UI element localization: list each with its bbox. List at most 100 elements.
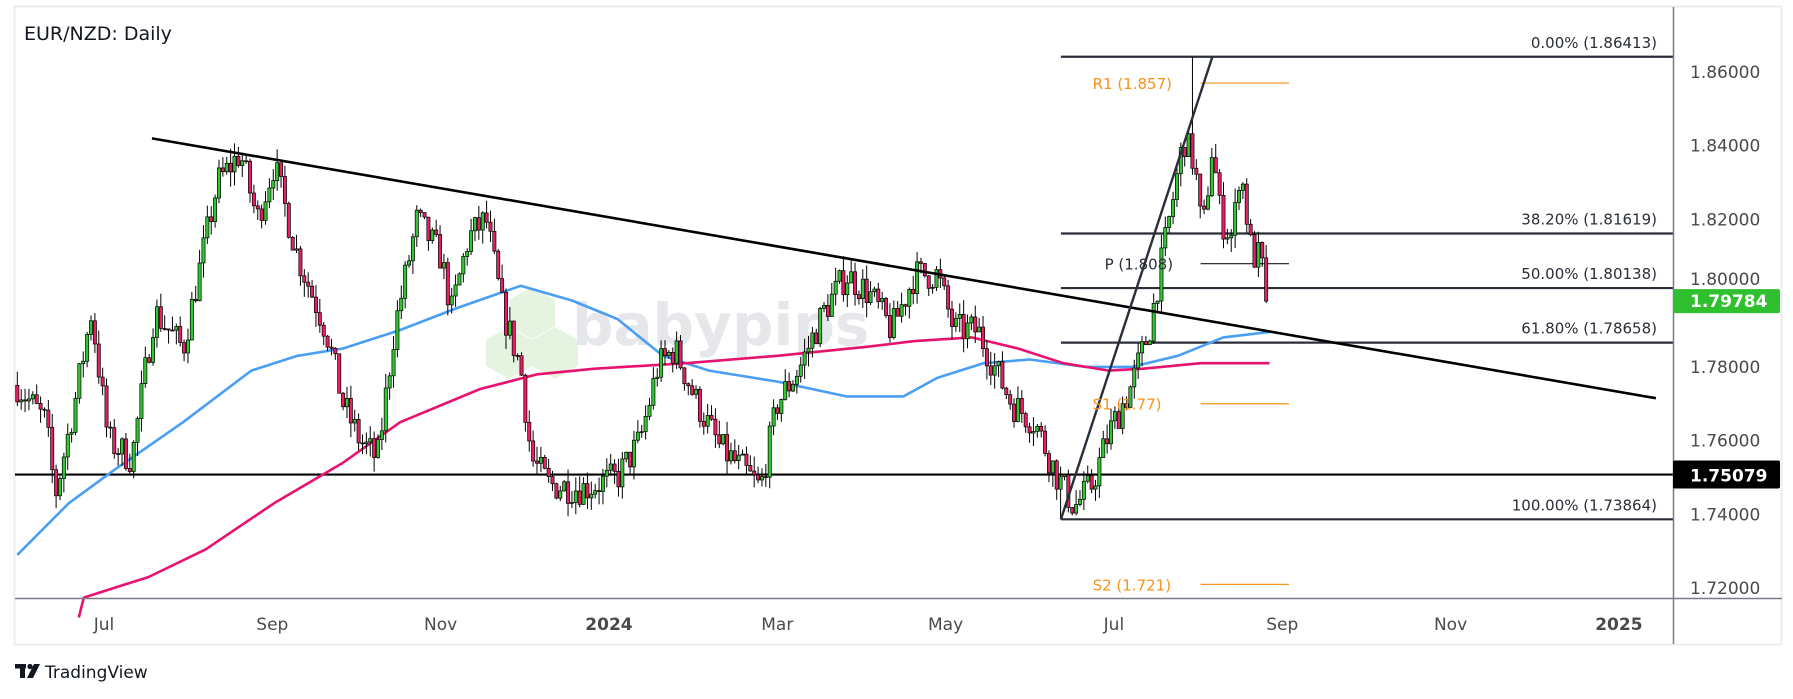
candle-body-up <box>430 229 435 241</box>
candle-body-down <box>752 470 757 476</box>
candlestick <box>775 404 780 421</box>
candlestick <box>1147 339 1152 346</box>
candle-body-up <box>794 375 799 385</box>
candlestick <box>632 430 636 480</box>
candle-body-down <box>973 316 978 333</box>
candlestick <box>279 162 283 188</box>
candle-body-down <box>333 347 338 355</box>
candlestick <box>317 298 322 333</box>
candle-body-up <box>1209 157 1214 197</box>
fib-level-label: 100.00% (1.73864) <box>1512 496 1657 514</box>
candlestick <box>1171 191 1176 225</box>
candlestick <box>92 312 97 354</box>
candle-body-down <box>42 408 47 411</box>
candle-body-up <box>728 450 733 462</box>
candle-body-down <box>313 296 318 313</box>
candle-body-down <box>1019 398 1024 414</box>
candlestick <box>476 205 481 240</box>
candlestick <box>1186 130 1191 157</box>
price-tick-label: 1.78000 <box>1690 358 1760 378</box>
candlestick <box>1256 231 1261 277</box>
candle-body-up <box>635 431 640 441</box>
candlestick <box>1206 186 1210 211</box>
candlestick <box>872 286 877 297</box>
candle-body-up <box>721 434 726 445</box>
candle-body-up <box>639 431 644 434</box>
fib-level-label: 61.80% (1.78658) <box>1521 320 1657 338</box>
candle-body-up <box>1058 476 1063 490</box>
candle-body-down <box>523 374 528 423</box>
candle-body-up <box>453 284 458 297</box>
candlestick <box>61 452 66 493</box>
candle-body-down <box>248 160 252 194</box>
candlestick <box>290 236 295 251</box>
time-axis[interactable]: Jul Sep Nov 2024 Mar May Jul Sep Nov 2025 <box>93 615 1643 635</box>
candle-body-down <box>1213 157 1218 174</box>
candlestick <box>104 378 109 438</box>
candlestick <box>1109 408 1113 450</box>
candle-body-up <box>589 493 594 499</box>
candlestick <box>306 272 311 298</box>
candle-body-up <box>953 317 958 327</box>
candlestick <box>197 249 202 302</box>
candle-body-down <box>38 403 43 410</box>
candle-body-down <box>108 426 113 429</box>
candlestick <box>728 442 733 465</box>
candlestick <box>744 446 749 475</box>
candle-body-up <box>1155 300 1160 304</box>
candlestick <box>628 451 633 476</box>
candle-body-down <box>825 305 830 317</box>
candle-body-up <box>189 299 194 341</box>
candlestick <box>996 360 1001 377</box>
candle-body-up <box>1062 474 1067 478</box>
candle-body-down <box>1248 223 1253 236</box>
descending-trendline <box>151 137 1657 400</box>
candlestick <box>1136 343 1141 379</box>
candlestick <box>829 283 834 317</box>
price-axis[interactable]: 1.86000 1.84000 1.82000 1.80000 1.78000 1.760… <box>1673 63 1780 599</box>
candlestick <box>50 413 55 484</box>
candlestick <box>139 370 144 432</box>
candlestick <box>884 296 889 319</box>
candlestick <box>833 267 838 306</box>
candlestick <box>387 372 392 400</box>
candlestick <box>903 303 908 316</box>
candlestick <box>294 234 299 254</box>
time-tick-label: Sep <box>1266 615 1298 635</box>
candlestick <box>154 299 159 348</box>
candle-body-up <box>647 404 652 417</box>
candle-body-up <box>1128 386 1133 408</box>
candle-body-down <box>244 160 249 163</box>
candle-body-up <box>85 334 90 362</box>
candle-body-up <box>1159 247 1164 302</box>
candle-body-up <box>767 425 772 478</box>
candlestick <box>1120 396 1125 435</box>
candlestick <box>1027 422 1032 443</box>
candlestick <box>856 290 861 305</box>
candle-body-up <box>135 418 140 443</box>
candlestick <box>1085 465 1090 484</box>
candlestick <box>1078 490 1082 507</box>
candle-body-down <box>426 216 431 241</box>
candlestick <box>1260 241 1265 267</box>
candle-body-up <box>345 397 349 408</box>
candle-body-up <box>1120 403 1125 429</box>
candlestick <box>205 205 210 245</box>
candlestick <box>120 437 124 467</box>
candle-body-up <box>569 502 574 504</box>
candle-body-up <box>441 262 446 269</box>
candle-body-down <box>100 376 105 387</box>
candle-body-up <box>174 326 179 331</box>
candlestick <box>732 439 737 464</box>
candlestick <box>546 458 551 483</box>
candle-body-up <box>120 438 124 455</box>
candlestick <box>849 260 854 284</box>
candlestick <box>1229 229 1234 253</box>
candle-body-down <box>628 451 633 468</box>
candlestick <box>791 380 795 393</box>
candlestick <box>531 430 536 467</box>
candlestick <box>1163 216 1168 257</box>
candlestick <box>15 371 20 407</box>
candle-body-down <box>116 453 121 455</box>
